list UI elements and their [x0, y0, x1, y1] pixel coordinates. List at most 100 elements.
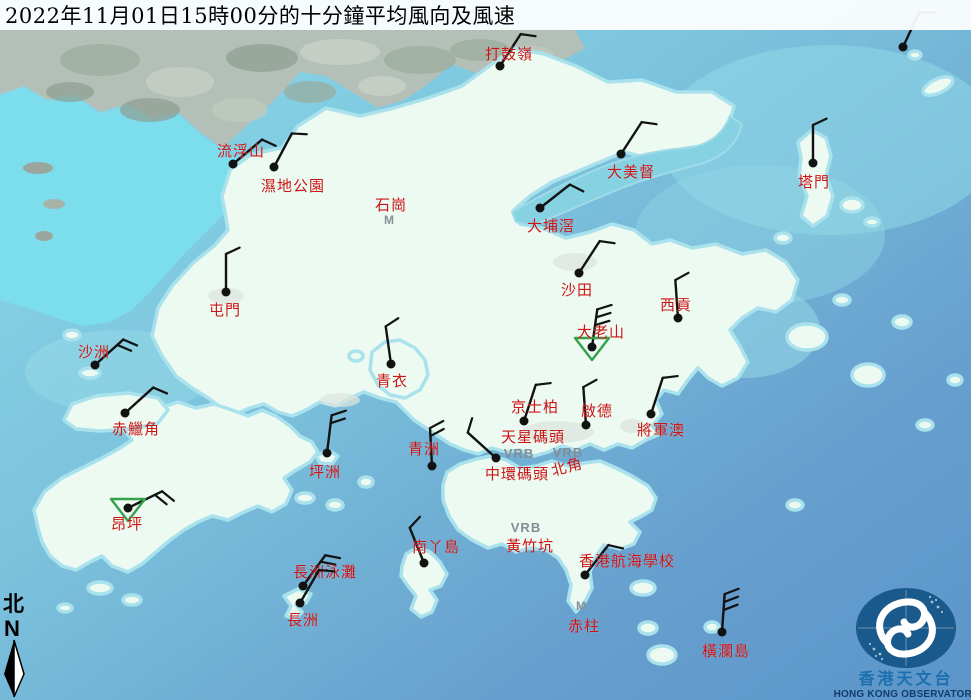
wind-barb-tick — [329, 417, 347, 425]
wind-barb-staff — [93, 338, 125, 367]
station-cheung-chau: 長洲 — [287, 568, 336, 629]
station-sha-chau: 沙洲 — [78, 338, 139, 370]
wind-barb-tick — [319, 560, 337, 566]
north-compass: 北 N — [3, 591, 25, 698]
hill-station-triangle-icon — [573, 336, 611, 362]
station-label-cheung-chau: 長洲 — [287, 611, 319, 629]
station-tai-mei-tuk: 大美督 — [607, 120, 658, 181]
station-dot — [580, 570, 590, 580]
tap-mun-island — [796, 128, 835, 228]
wind-barb-staff — [325, 414, 333, 455]
station-dot — [120, 408, 130, 418]
airport-island — [62, 391, 170, 433]
station-shek-kong: M石崗 — [375, 196, 407, 227]
station-ta-kwu-ling: 打鼓嶺 — [485, 32, 537, 71]
station-label-peng-chau: 坪洲 — [309, 463, 341, 481]
wind-barb-staff — [582, 385, 588, 427]
station-dot — [495, 61, 505, 71]
wind-barb-tick — [640, 121, 658, 126]
wind-barb-tick — [723, 587, 740, 596]
station-tseung-kwan-o: 將軍澳 — [637, 374, 684, 439]
station-central-pier: 中環碼頭 — [466, 417, 548, 483]
station-label-tai-po-kau: 大埔滘 — [527, 217, 575, 235]
wind-barb-staff — [649, 376, 664, 416]
missing-data-marker: M — [384, 213, 394, 227]
station-ngong-ping: 昂坪 — [109, 490, 175, 533]
wind-barb-staff — [428, 426, 434, 468]
station-label-sai-kung: 西貢 — [660, 296, 692, 314]
station-dot — [519, 416, 529, 426]
variable-wind-marker: VRB — [553, 445, 583, 460]
hko-name-chinese: 香港天文台 — [857, 669, 953, 688]
station-dot — [269, 162, 279, 172]
station-dot — [808, 158, 818, 168]
station-dot — [123, 503, 133, 513]
hong-kong-land — [32, 46, 964, 666]
map-title: 2022年11月01日15時00分的十分鐘平均風向及風速 — [0, 0, 971, 30]
station-dot — [646, 409, 656, 419]
station-dot — [898, 42, 908, 52]
wind-barb-staff — [298, 568, 321, 605]
wind-barb-tick — [722, 595, 740, 604]
station-dot — [322, 448, 332, 458]
station-label-kai-tak: 啟德 — [581, 402, 613, 420]
wind-barb-tick — [152, 386, 169, 395]
station-dot — [717, 627, 727, 637]
station-chek-lap-kok: 赤鱲角 — [112, 386, 169, 438]
station-label-wong-chuk-hang: 黃竹坑 — [506, 537, 554, 555]
wind-barb-tick — [317, 568, 336, 573]
hill-station-triangle-icon — [109, 497, 147, 523]
station-lamma-island: 南丫島 — [408, 515, 460, 568]
tsing-yi-island — [368, 338, 430, 400]
station-dot — [386, 359, 396, 369]
station-label-green-island: 青洲 — [408, 440, 440, 458]
sha-chau-islet — [78, 366, 102, 380]
station-dot — [228, 159, 238, 169]
station-hk-sea-school: 香港航海學校 — [579, 543, 674, 580]
station-label-lamma-island: 南丫島 — [412, 538, 460, 556]
station-label-tap-mun: 塔門 — [798, 173, 830, 191]
station-dot — [90, 360, 100, 370]
wind-barb-staff — [301, 554, 327, 588]
station-sha-tin: 沙田 — [561, 239, 616, 299]
station-tsing-yi: 青衣 — [376, 317, 407, 390]
station-label-sha-chau: 沙洲 — [78, 343, 110, 361]
wind-barb-staff — [674, 278, 680, 320]
station-wong-chuk-hang: VRB 黃竹坑 — [506, 520, 554, 555]
station-label-ngong-ping: 昂坪 — [111, 515, 143, 533]
wind-barb-staff — [583, 543, 610, 577]
station-waglan-island: 橫瀾島 — [702, 587, 749, 660]
station-label-ta-kwu-ling: 打鼓嶺 — [485, 45, 533, 63]
new-territories-landmass — [150, 46, 800, 458]
wind-barb-staff — [538, 183, 572, 210]
variable-wind-marker: VRB — [504, 446, 534, 461]
station-dot — [427, 461, 437, 471]
wind-barb-tick — [593, 319, 611, 327]
wind-barb-staff — [231, 138, 264, 166]
wind-barb-tick — [722, 603, 739, 612]
hko-logo: 香港天文台 HONG KONG OBSERVATORY — [834, 588, 971, 700]
wind-barb-tick — [595, 311, 612, 319]
hong-kong-island — [441, 454, 658, 614]
station-label-shek-kong: 石崗 — [375, 196, 407, 214]
wind-barb-staff — [619, 120, 643, 156]
station-tai-po-kau: 大埔滘 — [527, 183, 585, 235]
station-dot — [673, 313, 683, 323]
station-peng-chau: 坪洲 — [309, 409, 347, 481]
wind-barb-tick — [598, 240, 616, 245]
wind-barb-staff — [720, 592, 726, 634]
station-tuen-mun: 屯門 — [209, 246, 241, 319]
wind-barb-staff — [408, 526, 426, 565]
station-kings-park: 京士柏 — [511, 381, 558, 426]
missing-data-marker: M — [576, 599, 586, 613]
station-dot — [221, 287, 231, 297]
station-dot — [535, 203, 545, 213]
wind-barb-staff — [522, 383, 537, 423]
wind-barb-staff — [272, 132, 294, 169]
wind-barb-tick — [428, 419, 445, 430]
station-sai-kung: 西貢 — [660, 271, 692, 323]
station-lau-fau-shan: 流浮山 — [217, 138, 277, 169]
wind-barb-staff — [466, 431, 498, 460]
